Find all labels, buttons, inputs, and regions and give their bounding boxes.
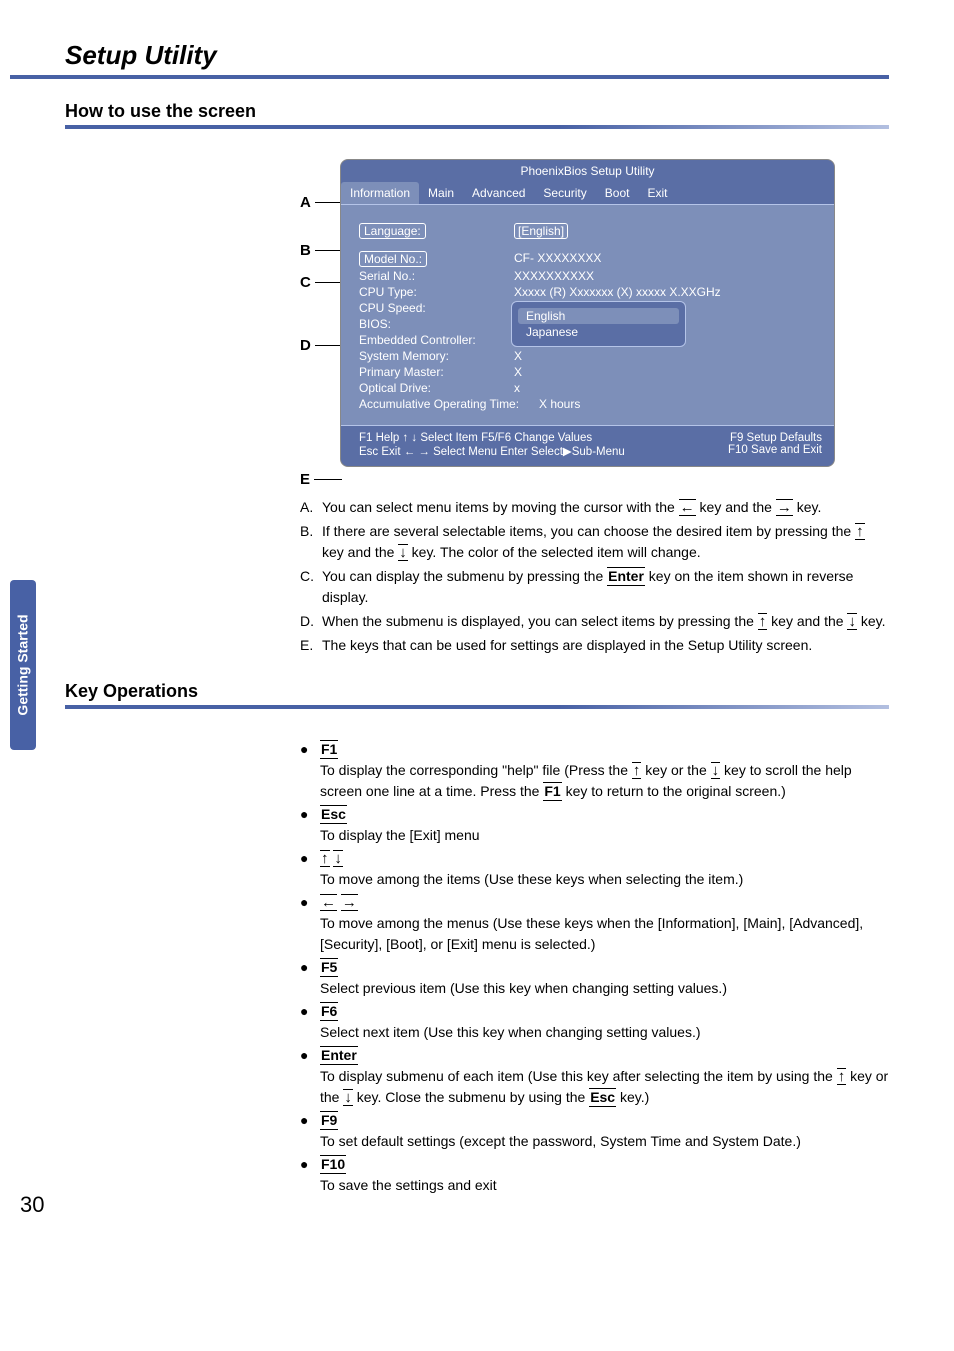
bios-footer: F1 Help ↑ ↓ Select Item F5/F6 Change Val…	[341, 425, 834, 466]
bios-window: PhoenixBios Setup Utility InformationMai…	[340, 159, 835, 467]
key-f10: F10 To save the settings and exit	[320, 1154, 889, 1196]
heading-rule	[65, 125, 889, 129]
key-f6: F6 Select next item (Use this key when c…	[320, 1001, 889, 1043]
submenu-item: English	[518, 308, 679, 324]
letter-b: B.	[300, 521, 322, 563]
letter-e: E.	[300, 635, 322, 656]
bios-tab: Exit	[638, 182, 676, 204]
label-e: E	[300, 471, 342, 488]
explain-b: If there are several selectable items, y…	[322, 521, 889, 563]
bios-row: Language:[English]	[359, 223, 818, 239]
bios-row: CPU Type:Xxxxx (R) Xxxxxxx (X) xxxxx X.X…	[359, 285, 818, 299]
explain-e: The keys that can be used for settings a…	[322, 635, 889, 656]
bios-row: System Memory:X	[359, 349, 818, 363]
bios-tabs: InformationMainAdvancedSecurityBootExit	[341, 182, 834, 205]
heading-rule-2	[65, 705, 889, 709]
bios-tab: Security	[534, 182, 595, 204]
key-f9: F9 To set default settings (except the p…	[320, 1110, 889, 1152]
letter-d: D.	[300, 611, 322, 632]
key-enter: Enter To display submenu of each item (U…	[320, 1045, 889, 1108]
page-title: Setup Utility	[65, 40, 889, 71]
bios-body: Language:[English] Model No.:CF- XXXXXXXX…	[341, 205, 834, 425]
key-leftright: ← → To move among the menus (Use these k…	[320, 892, 889, 955]
explain-d: When the submenu is displayed, you can s…	[322, 611, 889, 632]
footer-line2-right: F10 Save and Exit	[728, 444, 822, 458]
bios-submenu: EnglishJapanese	[511, 301, 686, 347]
label-b: B	[300, 242, 343, 259]
key-f1: F1 To display the corresponding "help" f…	[320, 739, 889, 802]
footer-line2-left: Esc Exit ← → Select Menu Enter Select▶Su…	[359, 444, 625, 458]
letter-c: C.	[300, 566, 322, 608]
footer-line1-left: F1 Help ↑ ↓ Select Item F5/F6 Change Val…	[359, 432, 592, 444]
submenu-item: Japanese	[512, 324, 685, 340]
label-c: C	[300, 274, 343, 291]
title-rule	[10, 75, 889, 79]
section-heading-keyops: Key Operations	[65, 681, 889, 702]
bios-figure: A B C D E PhoenixBios Setup Utility Info…	[300, 159, 889, 467]
footer-line1-right: F9 Setup Defaults	[730, 432, 822, 444]
bios-tab: Information	[341, 182, 419, 204]
section-heading-howto: How to use the screen	[65, 101, 889, 122]
key-operations: ● F1 To display the corresponding "help"…	[300, 739, 889, 1196]
section-tab-label: Getting Started	[15, 614, 31, 715]
bios-title: PhoenixBios Setup Utility	[341, 160, 834, 182]
explain-a: You can select menu items by moving the …	[322, 497, 889, 518]
label-d: D	[300, 337, 343, 354]
section-tab: Getting Started	[10, 580, 36, 750]
key-esc: Esc To display the [Exit] menu	[320, 804, 889, 846]
figure-labels: A B C D E	[300, 159, 340, 467]
letter-a: A.	[300, 497, 322, 518]
bios-tab: Advanced	[463, 182, 534, 204]
bios-row: Optical Drive:x	[359, 381, 818, 395]
bios-row: Model No.:CF- XXXXXXXX	[359, 251, 818, 267]
label-a: A	[300, 194, 343, 211]
page-number: 30	[20, 1192, 44, 1218]
key-updown: ↑ ↓ To move among the items (Use these k…	[320, 848, 889, 890]
key-f5: F5 Select previous item (Use this key wh…	[320, 957, 889, 999]
bios-row: Accumulative Operating Time:X hours	[359, 397, 818, 411]
lettered-explanations: A.You can select menu items by moving th…	[300, 497, 889, 656]
bios-tab: Main	[419, 182, 463, 204]
bios-tab: Boot	[596, 182, 639, 204]
bios-row: Primary Master:X	[359, 365, 818, 379]
explain-c: You can display the submenu by pressing …	[322, 566, 889, 608]
bios-row: Serial No.:XXXXXXXXXX	[359, 269, 818, 283]
